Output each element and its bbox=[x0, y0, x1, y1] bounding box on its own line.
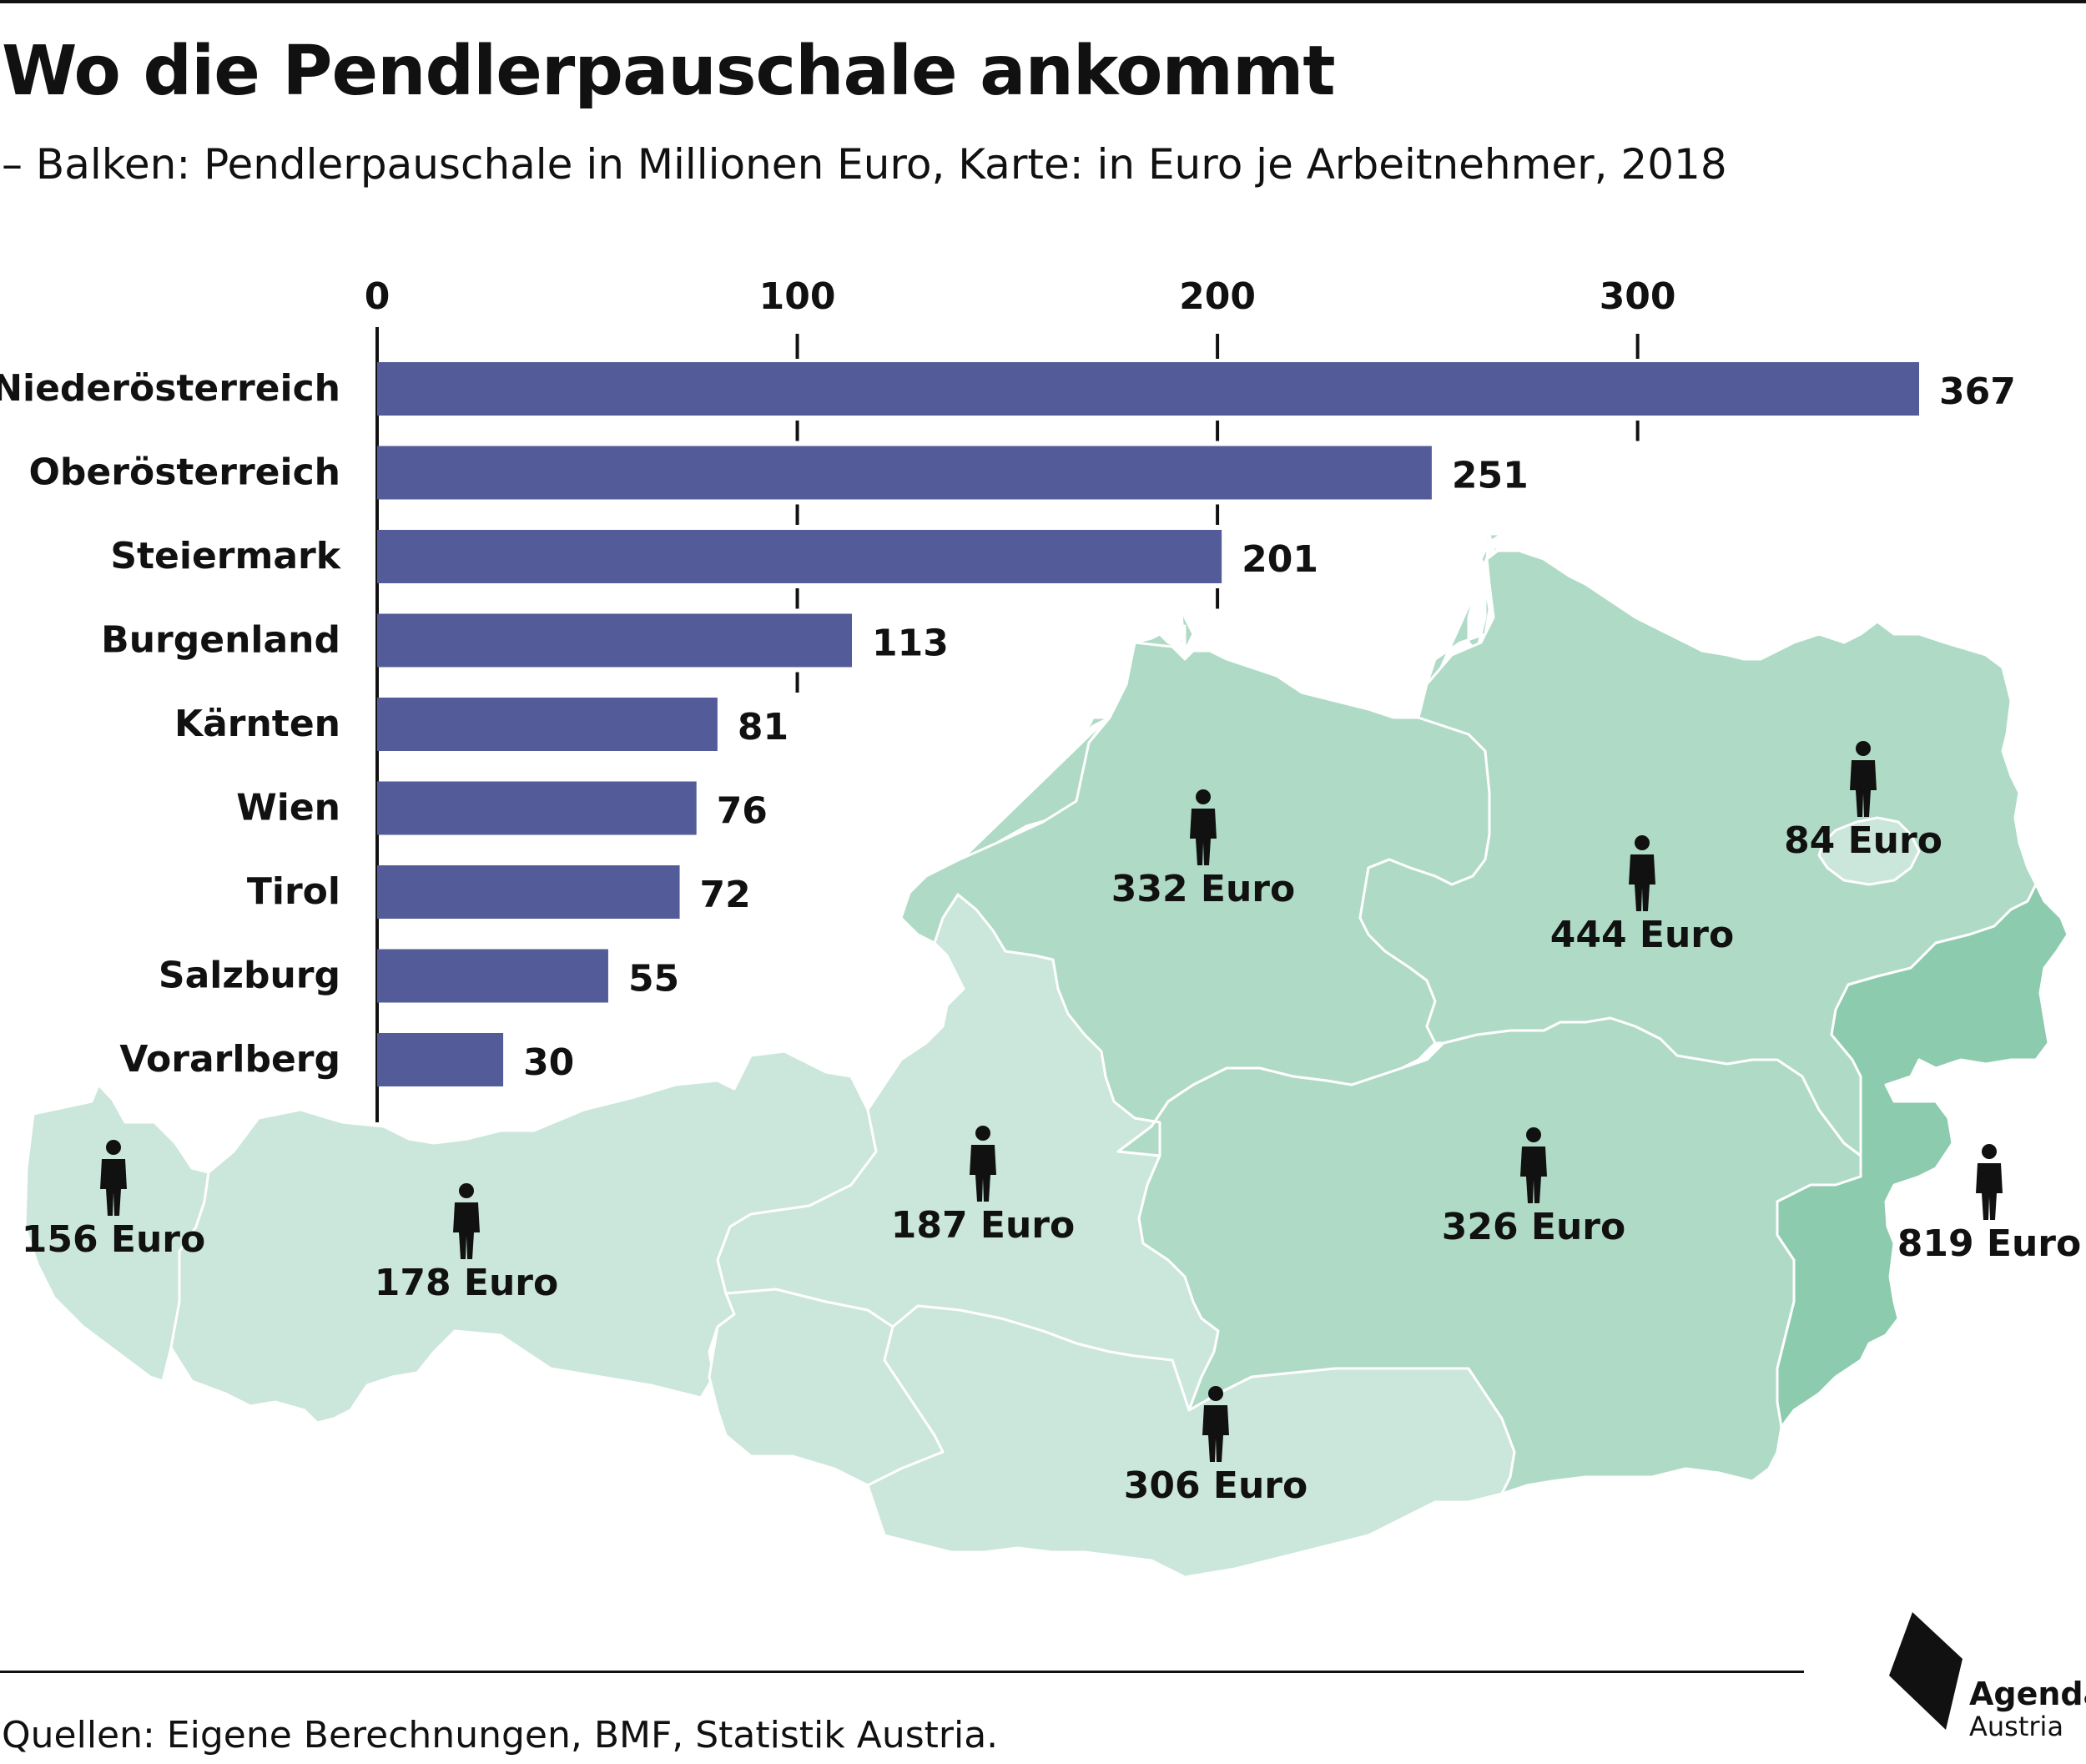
person-icon bbox=[1850, 741, 1877, 817]
map-label-niederoesterreich: 444 Euro bbox=[1550, 914, 1734, 956]
map-labels: 156 Euro 178 Euro 187 Euro 306 Euro 326 Euro… bbox=[22, 741, 2081, 1507]
value-label: 113 bbox=[872, 622, 949, 665]
person-icon bbox=[453, 1183, 480, 1259]
source-note: Quellen: Eigene Berechnungen, BMF, Stati… bbox=[2, 1714, 999, 1756]
category-label: Tirol bbox=[247, 870, 340, 913]
category-label: Steiermark bbox=[110, 535, 341, 577]
map-region-niederoesterreich bbox=[1417, 532, 1504, 719]
category-label: Kärnten bbox=[174, 703, 340, 745]
category-label: Wien bbox=[236, 787, 340, 829]
map-region-burgenland bbox=[1776, 883, 2069, 1429]
person-icon bbox=[1190, 789, 1217, 865]
bottom-rule bbox=[0, 1671, 1804, 1673]
x-tick-label: 0 bbox=[365, 275, 390, 318]
category-label: Salzburg bbox=[159, 955, 340, 997]
top-rule bbox=[0, 0, 2086, 3]
map-label-vorarlberg: 156 Euro bbox=[22, 1218, 205, 1261]
map-label-oberoesterreich: 332 Euro bbox=[1111, 868, 1295, 910]
map-label-burgenland: 819 Euro bbox=[1897, 1222, 2081, 1265]
chart-subtitle: – Balken: Pendlerpauschale in Millionen … bbox=[2, 140, 1727, 189]
person-icon bbox=[1976, 1144, 2003, 1220]
logo-sub: Austria bbox=[1969, 1711, 2064, 1742]
map-label-wien: 84 Euro bbox=[1784, 819, 1942, 862]
person-icon bbox=[970, 1126, 996, 1202]
person-icon bbox=[1520, 1127, 1547, 1203]
bar bbox=[377, 698, 718, 751]
bar bbox=[377, 613, 853, 668]
map-label-salzburg: 187 Euro bbox=[891, 1204, 1075, 1247]
bar bbox=[377, 446, 1432, 500]
bar bbox=[377, 865, 680, 919]
bar bbox=[377, 949, 608, 1003]
value-label: 30 bbox=[523, 1041, 574, 1084]
category-label: Burgenland bbox=[101, 619, 340, 662]
category-label: Oberösterreich bbox=[29, 451, 340, 494]
bar bbox=[377, 362, 1919, 416]
map-label-steiermark: 326 Euro bbox=[1442, 1206, 1625, 1248]
value-label: 81 bbox=[738, 706, 789, 748]
agenda-austria-logo: Agenda Austria bbox=[1887, 1609, 2086, 1742]
value-label: 251 bbox=[1452, 455, 1529, 497]
value-label: 76 bbox=[717, 790, 768, 833]
map-label-kaernten: 306 Euro bbox=[1124, 1464, 1308, 1507]
category-label: Vorarlberg bbox=[119, 1038, 340, 1081]
map-label-tirol: 178 Euro bbox=[375, 1262, 558, 1304]
value-label: 55 bbox=[628, 958, 679, 1000]
value-label: 367 bbox=[1939, 370, 2016, 413]
person-icon bbox=[100, 1140, 127, 1216]
person-icon bbox=[1629, 835, 1655, 911]
bar bbox=[377, 781, 697, 835]
map-region-wien bbox=[1817, 816, 1921, 886]
logo-name: Agenda bbox=[1969, 1676, 2086, 1712]
bar bbox=[377, 1033, 504, 1086]
map-region-kaernten bbox=[866, 1304, 1516, 1579]
bar bbox=[377, 530, 1222, 583]
chart-title: Wo die Pendlerpauschale ankommt bbox=[2, 32, 1336, 111]
value-label: 72 bbox=[700, 874, 751, 916]
x-tick-label: 100 bbox=[759, 275, 836, 318]
category-label: Niederösterreich bbox=[0, 367, 340, 410]
chart-area: 156 Euro 178 Euro 187 Euro 306 Euro 326 Euro… bbox=[0, 275, 2081, 1579]
bar-chart: 0 100 200 300 Niederösterreich 367 Oberösterre… bbox=[0, 275, 2016, 1122]
person-icon bbox=[1202, 1386, 1229, 1462]
logo-mark-icon bbox=[1889, 1612, 1963, 1730]
x-tick-label: 200 bbox=[1179, 275, 1256, 318]
x-tick-label: 300 bbox=[1600, 275, 1676, 318]
austria-map bbox=[23, 532, 2069, 1579]
value-label: 201 bbox=[1242, 538, 1318, 581]
